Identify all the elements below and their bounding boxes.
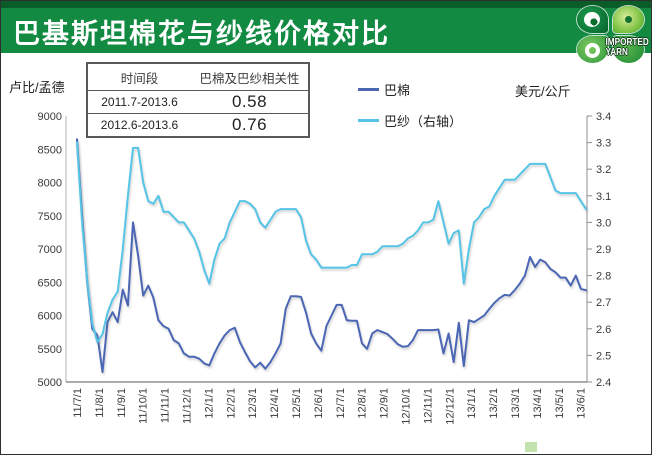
chart-legend: 巴棉 巴纱（右轴）: [358, 81, 462, 143]
right-axis-tick-label: 3.2: [596, 164, 611, 176]
logo-text-line1: IMPORTED: [605, 37, 649, 48]
period-cell: 2011.7-2013.6: [87, 90, 191, 114]
legend-item-yarn: 巴纱（右轴）: [358, 112, 463, 129]
logo-petal-icon: [577, 36, 608, 63]
x-axis-tick-label: 13/6/1: [576, 388, 588, 419]
x-axis-tick-label: 13/5/1: [554, 388, 566, 419]
cotton-price-line: [76, 138, 587, 373]
imported-yarn-logo-icon: IMPORTED YARN: [576, 4, 649, 64]
right-axis-tick-label: 2.7: [596, 297, 611, 309]
period-cell: 2012.6-2013.6: [87, 113, 191, 138]
left-axis-unit-label: 卢比/孟德: [9, 80, 65, 95]
left-axis-tick-label: 8500: [38, 144, 62, 156]
right-axis-tick-label: 3.0: [596, 217, 611, 229]
correlation-table: 时间段 巴棉及巴纱相关性 2011.7-2013.6 0.58 2012.6-2…: [86, 62, 310, 138]
header-bar: 巴基斯坦棉花与纱线价格对比: [1, 1, 651, 53]
x-axis-tick-label: 12/7/1: [335, 388, 347, 419]
cotton-line-swatch-icon: [358, 87, 379, 91]
left-axis-tick-label: 8000: [38, 178, 62, 190]
right-axis-tick-label: 2.9: [596, 244, 611, 256]
x-axis-tick-label: 13/2/1: [488, 388, 500, 419]
logo-text-line2: YARN: [605, 47, 629, 58]
right-axis-unit-label: 美元/公斤: [515, 84, 571, 99]
right-axis-tick-label: 2.8: [596, 271, 611, 283]
legend-label-cotton: 巴棉: [384, 82, 411, 98]
col-header-period: 时间段: [87, 63, 191, 91]
left-axis-tick-label: 6500: [38, 277, 62, 289]
x-axis-tick-label: 11/11/1: [160, 388, 172, 423]
right-axis-tick-label: 3.3: [596, 138, 611, 150]
table-row: 2011.7-2013.6 0.58: [87, 90, 309, 114]
x-axis-tick-label: 12/6/1: [313, 388, 325, 419]
x-axis-tick-label: 13/3/1: [510, 388, 522, 419]
x-axis-tick-label: 12/11/1: [422, 388, 434, 424]
right-axis-tick-label: 2.4: [596, 377, 611, 389]
x-axis-tick-label: 12/5/1: [291, 388, 303, 419]
logo-petal-icon: [613, 36, 644, 63]
green-watermark: [525, 442, 537, 452]
x-axis-tick-label: 11/7/1: [72, 388, 84, 418]
left-axis-tick-label: 7500: [38, 211, 62, 223]
logo-text: IMPORTED YARN: [606, 38, 649, 58]
logo-petal-icon: [577, 6, 608, 33]
right-axis-tick-label: 3.1: [596, 191, 611, 203]
x-axis-tick-label: 13/1/1: [466, 388, 478, 419]
x-axis-tick-label: 12/10/1: [401, 388, 413, 425]
legend-label-yarn: 巴纱（右轴）: [384, 113, 463, 129]
x-axis-tick-label: 12/4/1: [269, 388, 281, 419]
x-axis-tick-label: 12/3/1: [247, 388, 259, 419]
left-axis-tick-label: 5000: [38, 377, 62, 389]
right-axis-tick-label: 3.4: [596, 111, 611, 123]
x-axis-tick-label: 12/2/1: [225, 388, 237, 419]
correlation-cell: 0.58: [191, 90, 309, 114]
x-axis-tick-label: 12/12/1: [444, 388, 456, 425]
left-axis-tick-label: 7000: [38, 244, 62, 256]
logo-petal-icon: [613, 6, 644, 33]
x-axis-tick-label: 11/8/1: [94, 388, 106, 418]
table-header-row: 时间段 巴棉及巴纱相关性: [87, 63, 309, 91]
x-axis-tick-label: 11/12/1: [182, 388, 194, 424]
col-header-correlation: 巴棉及巴纱相关性: [191, 63, 309, 91]
x-axis-tick-label: 11/9/1: [116, 388, 128, 418]
x-axis-tick-label: 12/8/1: [357, 388, 369, 419]
x-axis-tick-label: 11/10/1: [138, 388, 150, 424]
yarn-price-line: [76, 141, 587, 344]
legend-item-cotton: 巴棉: [358, 81, 462, 98]
left-axis-tick-label: 6000: [38, 311, 62, 323]
x-axis-tick-label: 12/1/1: [203, 388, 215, 419]
page-title: 巴基斯坦棉花与纱线价格对比: [13, 19, 390, 49]
correlation-cell: 0.76: [191, 113, 309, 138]
right-axis-tick-label: 2.5: [596, 350, 611, 362]
x-axis-tick-label: 12/9/1: [379, 388, 391, 419]
left-axis-tick-label: 5500: [38, 344, 62, 356]
left-axis-tick-label: 9000: [38, 111, 62, 123]
x-axis-tick-label: 13/4/1: [532, 388, 544, 419]
yarn-line-swatch-icon: [358, 118, 379, 122]
right-axis-tick-label: 2.6: [596, 324, 611, 336]
table-row: 2012.6-2013.6 0.76: [87, 113, 309, 138]
